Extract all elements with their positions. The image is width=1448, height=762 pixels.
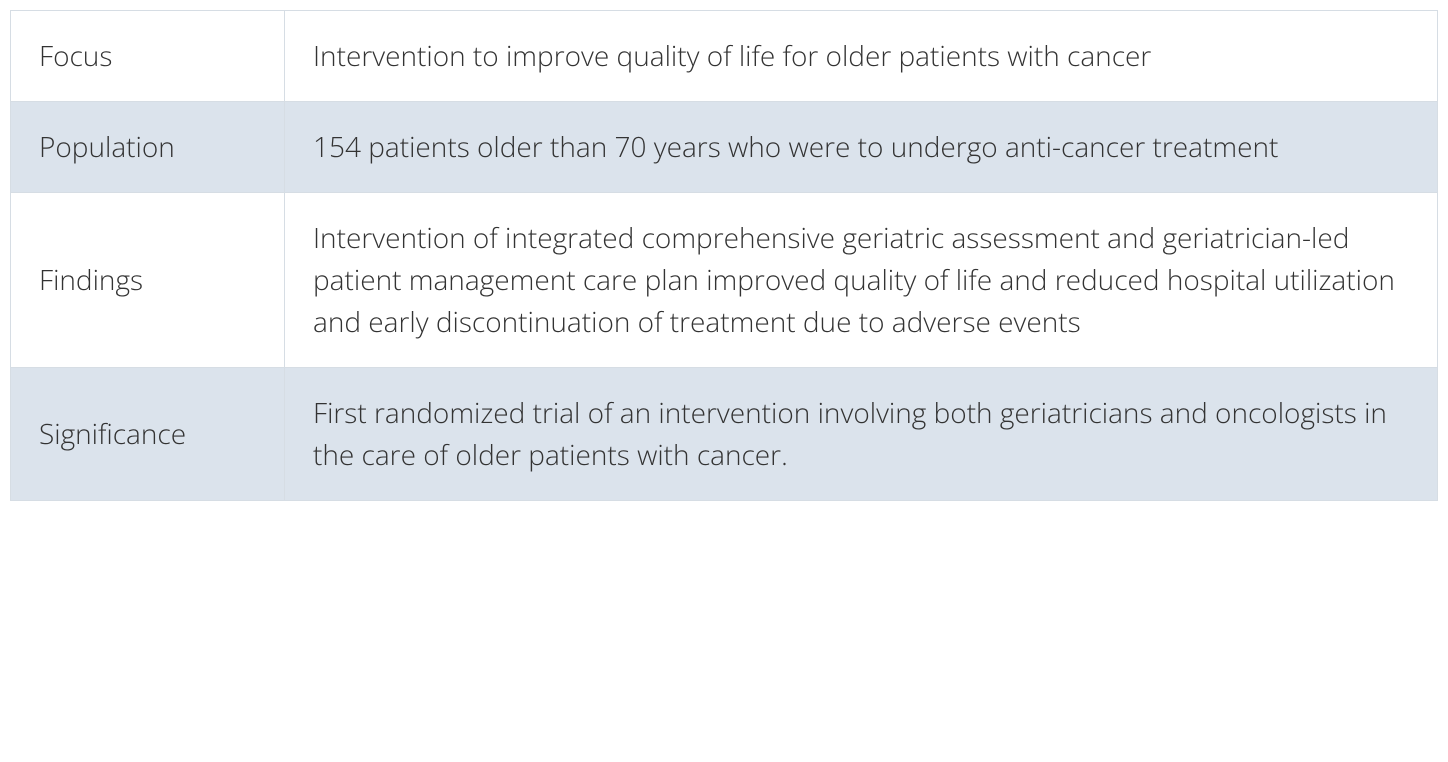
row-value: Intervention to improve quality of life … [285,11,1438,102]
summary-table: Focus Intervention to improve quality of… [10,10,1438,501]
row-label: Findings [11,193,285,368]
row-label: Significance [11,368,285,501]
row-label: Focus [11,11,285,102]
table-row: Findings Intervention of integrated comp… [11,193,1438,368]
row-value: Intervention of integrated comprehensive… [285,193,1438,368]
table-row: Population 154 patients older than 70 ye… [11,102,1438,193]
table-row: Focus Intervention to improve quality of… [11,11,1438,102]
row-value: 154 patients older than 70 years who wer… [285,102,1438,193]
table-row: Significance First randomized trial of a… [11,368,1438,501]
row-label: Population [11,102,285,193]
row-value: First randomized trial of an interventio… [285,368,1438,501]
